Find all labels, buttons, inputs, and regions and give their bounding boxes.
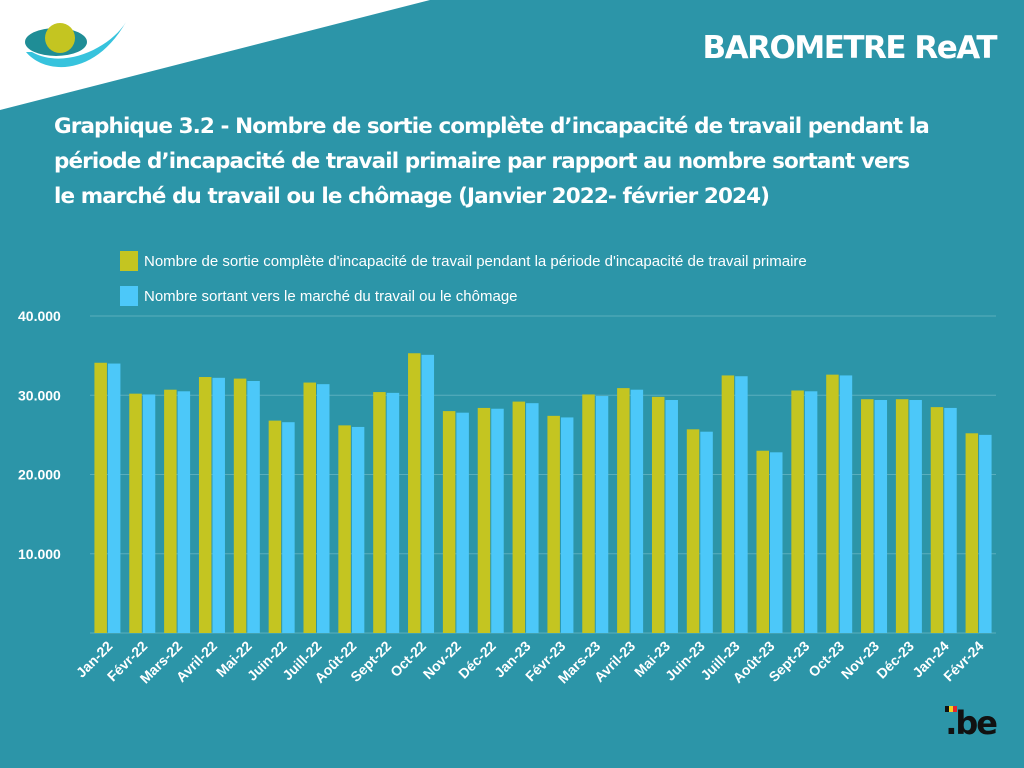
bar-series1 — [861, 399, 874, 633]
bar-series2 — [979, 434, 992, 633]
bar-series1 — [338, 425, 351, 633]
bar-series2 — [909, 400, 922, 633]
bar-series2 — [456, 412, 469, 633]
bar-series1 — [617, 388, 630, 633]
legend-label-series1: Nombre de sortie complète d'incapacité d… — [144, 252, 807, 270]
bar-series2 — [595, 396, 609, 633]
x-tick-label: Déc-23 — [873, 638, 917, 682]
chart-title-line: période d’incapacité de travail primaire… — [54, 149, 910, 174]
legend-item-series2: Nombre sortant vers le marché du travail… — [120, 283, 807, 309]
bar-series1 — [826, 374, 839, 633]
be-logo: .be — [945, 704, 998, 742]
bar-series2 — [630, 389, 644, 633]
bar-series2 — [421, 354, 435, 633]
chart-title-line: Graphique 3.2 - Nombre de sortie complèt… — [54, 114, 930, 139]
bar-chart: 10.00020.00030.00040.000Jan-22Févr-22Mar… — [18, 308, 996, 687]
bar-series1 — [791, 390, 804, 633]
bar-series2 — [770, 452, 783, 633]
bar-series2 — [735, 376, 748, 633]
y-tick-label: 10.000 — [18, 546, 61, 562]
bar-series2 — [386, 392, 400, 633]
bar-series1 — [965, 433, 979, 633]
bar-series2 — [282, 422, 295, 633]
bar-series2 — [351, 426, 365, 633]
bar-series1 — [721, 375, 735, 633]
bar-series2 — [874, 400, 888, 633]
bar-series1 — [895, 399, 909, 633]
bar-series2 — [526, 403, 539, 633]
bar-series1 — [129, 393, 142, 633]
legend-label-series2: Nombre sortant vers le marché du travail… — [144, 287, 518, 305]
bar-series1 — [651, 396, 665, 633]
bar-series1 — [686, 429, 700, 633]
bar-series2 — [177, 391, 191, 633]
bar-series1 — [94, 362, 107, 633]
bar-series2 — [665, 400, 678, 633]
y-tick-label: 30.000 — [18, 387, 61, 403]
bar-series1 — [164, 389, 177, 633]
bar-series2 — [804, 391, 818, 633]
bar-series1 — [547, 415, 560, 633]
bar-series2 — [212, 377, 225, 633]
x-tick-label: Déc-22 — [455, 638, 499, 682]
chart-title: Graphique 3.2 - Nombre de sortie complèt… — [54, 109, 984, 214]
bar-series2 — [247, 380, 260, 633]
bar-series2 — [142, 394, 156, 633]
bar-series2 — [317, 384, 330, 633]
legend-swatch-series1 — [120, 251, 138, 271]
bar-series2 — [700, 431, 713, 633]
y-tick-label: 20.000 — [18, 467, 61, 483]
legend-swatch-series2 — [120, 286, 138, 306]
brand-title: BAROMETRE ReAT — [702, 30, 998, 66]
bar-series1 — [582, 394, 595, 633]
bar-series1 — [756, 450, 769, 633]
bar-series2 — [944, 407, 957, 633]
bar-series2 — [560, 417, 574, 633]
bar-series2 — [491, 408, 504, 633]
bar-series2 — [839, 375, 853, 633]
x-tick-label: Nov-22 — [420, 638, 464, 682]
bar-series1 — [930, 407, 944, 633]
bar-series1 — [198, 377, 212, 633]
bar-series1 — [477, 407, 491, 633]
bar-series1 — [268, 420, 282, 633]
belgian-flag-icon — [945, 706, 958, 712]
chart-title-line: le marché du travail ou le chômage (Janv… — [54, 184, 770, 209]
reat-logo — [25, 22, 126, 68]
bar-series1 — [512, 401, 526, 633]
bar-series1 — [373, 392, 386, 633]
chart-legend: Nombre de sortie complète d'incapacité d… — [120, 248, 807, 318]
legend-item-series1: Nombre de sortie complète d'incapacité d… — [120, 248, 807, 274]
bar-series1 — [408, 353, 421, 633]
bar-series2 — [107, 363, 121, 633]
y-tick-label: 40.000 — [18, 308, 61, 324]
bar-series1 — [442, 411, 456, 633]
x-tick-label: Nov-23 — [838, 638, 882, 682]
bar-series1 — [233, 378, 247, 633]
corner-shape — [0, 0, 430, 110]
bar-series1 — [303, 382, 316, 633]
